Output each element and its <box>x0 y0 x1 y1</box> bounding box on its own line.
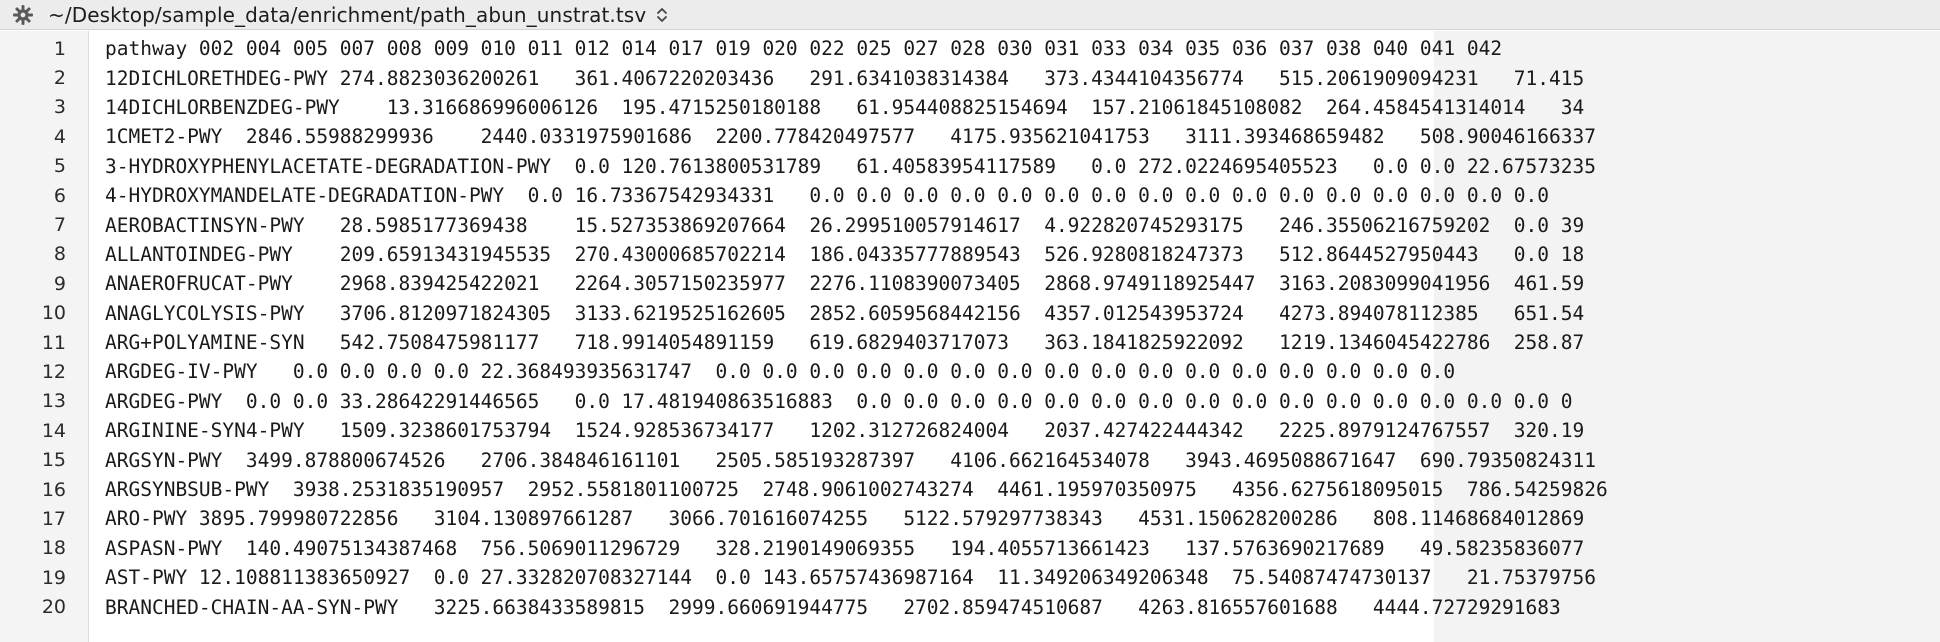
line-number: 7 <box>53 214 66 237</box>
line-text[interactable]: ARGDEG-PWY 0.0 0.0 33.28642291446565 0.0… <box>105 389 1573 413</box>
line-text[interactable]: pathway 002 004 005 007 008 009 010 011 … <box>105 37 1503 61</box>
line-text[interactable]: ARG+POLYAMINE-SYN 542.7508475981177 718.… <box>105 331 1585 355</box>
line-number: 2 <box>53 67 66 90</box>
editor-line[interactable]: 20 BRANCHED-CHAIN-AA-SYN-PWY 3225.6638433… <box>0 592 1940 621</box>
wrap-guide-region <box>1434 31 1940 642</box>
line-text[interactable]: ASPASN-PWY 140.49075134387468 756.506901… <box>105 536 1585 560</box>
line-text[interactable]: 1CMET2-PWY 2846.55988299936 2440.0331975… <box>105 125 1596 149</box>
line-number: 10 <box>41 302 66 325</box>
line-number: 17 <box>41 507 66 530</box>
editor-line[interactable]: 4 1CMET2-PWY 2846.55988299936 2440.033197… <box>0 122 1940 151</box>
line-text[interactable]: ARGDEG-IV-PWY 0.0 0.0 0.0 0.0 22.3684939… <box>105 360 1456 384</box>
line-text[interactable]: AEROBACTINSYN-PWY 28.5985177369438 15.52… <box>105 213 1585 237</box>
line-number: 16 <box>41 478 66 501</box>
gear-icon[interactable] <box>11 3 35 27</box>
editor-line[interactable]: 2 12DICHLORETHDEG-PWY 274.8823036200261 3… <box>0 63 1940 92</box>
line-number: 12 <box>41 360 66 383</box>
line-text[interactable]: 14DICHLORBENZDEG-PWY 13.316686996006126 … <box>105 95 1585 119</box>
text-editor[interactable]: 1 pathway 002 004 005 007 008 009 010 011… <box>0 31 1940 642</box>
line-number: 18 <box>41 537 66 560</box>
line-text[interactable]: 3-HYDROXYPHENYLACETATE-DEGRADATION-PWY 0… <box>105 154 1596 178</box>
line-text[interactable]: ANAGLYCOLYSIS-PWY 3706.8120971824305 313… <box>105 301 1585 325</box>
editor-line[interactable]: 16 ARGSYNBSUB-PWY 3938.2531835190957 2952… <box>0 475 1940 504</box>
editor-line[interactable]: 17 ARO-PWY 3895.799980722856 3104.1308976… <box>0 504 1940 533</box>
editor-line[interactable]: 10 ANAGLYCOLYSIS-PWY 3706.8120971824305 3… <box>0 299 1940 328</box>
line-text[interactable]: ALLANTOINDEG-PWY 209.65913431945535 270.… <box>105 242 1585 266</box>
line-text[interactable]: ARGSYN-PWY 3499.878800674526 2706.384846… <box>105 448 1596 472</box>
line-text[interactable]: 4-HYDROXYMANDELATE-DEGRADATION-PWY 0.0 1… <box>105 184 1550 208</box>
line-number: 5 <box>53 155 66 178</box>
line-number: 8 <box>53 243 66 266</box>
editor-lines: 1 pathway 002 004 005 007 008 009 010 011… <box>0 34 1940 622</box>
editor-line[interactable]: 12 ARGDEG-IV-PWY 0.0 0.0 0.0 0.0 22.36849… <box>0 357 1940 386</box>
editor-line[interactable]: 13 ARGDEG-PWY 0.0 0.0 33.28642291446565 0… <box>0 387 1940 416</box>
editor-line[interactable]: 9 ANAEROFRUCAT-PWY 2968.839425422021 2264… <box>0 269 1940 298</box>
line-number: 6 <box>53 184 66 207</box>
line-text[interactable]: 12DICHLORETHDEG-PWY 274.8823036200261 36… <box>105 66 1585 90</box>
line-number: 11 <box>41 331 66 354</box>
line-text[interactable]: ANAEROFRUCAT-PWY 2968.839425422021 2264.… <box>105 272 1585 296</box>
editor-line[interactable]: 6 4-HYDROXYMANDELATE-DEGRADATION-PWY 0.0 … <box>0 181 1940 210</box>
chevron-updown-icon[interactable] <box>656 5 668 25</box>
line-number: 9 <box>53 272 66 295</box>
editor-line[interactable]: 7 AEROBACTINSYN-PWY 28.5985177369438 15.5… <box>0 210 1940 239</box>
line-number: 15 <box>41 449 66 472</box>
editor-line[interactable]: 11 ARG+POLYAMINE-SYN 542.7508475981177 71… <box>0 328 1940 357</box>
line-text[interactable]: ARO-PWY 3895.799980722856 3104.130897661… <box>105 507 1585 531</box>
path-bar: ~/Desktop/sample_data/enrichment/path_ab… <box>0 0 1940 30</box>
line-text[interactable]: AST-PWY 12.108811383650927 0.0 27.332820… <box>105 566 1596 590</box>
line-number: 3 <box>53 96 66 119</box>
line-number: 1 <box>53 37 66 60</box>
line-text[interactable]: BRANCHED-CHAIN-AA-SYN-PWY 3225.663843358… <box>105 595 1561 619</box>
line-number: 13 <box>41 390 66 413</box>
file-path[interactable]: ~/Desktop/sample_data/enrichment/path_ab… <box>48 2 647 27</box>
editor-line[interactable]: 5 3-HYDROXYPHENYLACETATE-DEGRADATION-PWY … <box>0 152 1940 181</box>
line-number: 19 <box>41 566 66 589</box>
line-text[interactable]: ARGININE-SYN4-PWY 1509.3238601753794 152… <box>105 419 1585 443</box>
line-number: 14 <box>41 419 66 442</box>
line-text[interactable]: ARGSYNBSUB-PWY 3938.2531835190957 2952.5… <box>105 478 1608 502</box>
line-number-gutter <box>0 31 89 642</box>
editor-line[interactable]: 14 ARGININE-SYN4-PWY 1509.3238601753794 1… <box>0 416 1940 445</box>
editor-line[interactable]: 8 ALLANTOINDEG-PWY 209.65913431945535 270… <box>0 240 1940 269</box>
editor-line[interactable]: 1 pathway 002 004 005 007 008 009 010 011… <box>0 34 1940 63</box>
editor-line[interactable]: 15 ARGSYN-PWY 3499.878800674526 2706.3848… <box>0 445 1940 474</box>
line-number: 20 <box>41 596 66 619</box>
editor-line[interactable]: 18 ASPASN-PWY 140.49075134387468 756.5069… <box>0 534 1940 563</box>
editor-line[interactable]: 19 AST-PWY 12.108811383650927 0.0 27.3328… <box>0 563 1940 592</box>
editor-line[interactable]: 3 14DICHLORBENZDEG-PWY 13.316686996006126… <box>0 93 1940 122</box>
line-number: 4 <box>53 125 66 148</box>
